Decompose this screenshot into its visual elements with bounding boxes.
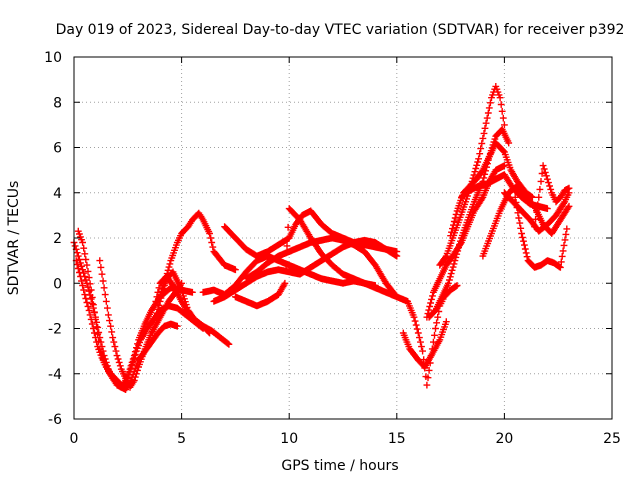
x-axis-label: GPS time / hours — [281, 458, 398, 474]
series-trace-12 — [242, 234, 411, 305]
data-point-markers — [531, 162, 573, 231]
x-tick-label: 25 — [603, 431, 621, 447]
series-trace-7 — [156, 209, 239, 298]
y-tick-label: 0 — [53, 276, 62, 292]
series-trace-6 — [152, 273, 213, 337]
series-trace-13 — [399, 318, 450, 371]
data-point-markers — [156, 209, 239, 298]
data-point-markers — [423, 162, 508, 321]
x-tick-label: 10 — [280, 431, 298, 447]
series-trace-22 — [511, 193, 571, 271]
y-tick-label: 2 — [53, 231, 62, 247]
data-layer — [70, 83, 573, 393]
tick-labels: 0 5 10 15 20 25 -6 -4 -2 0 2 4 6 8 10 — [44, 50, 621, 447]
data-point-markers — [242, 234, 411, 305]
series-trace-20 — [479, 182, 573, 260]
y-tick-label: 4 — [53, 186, 62, 202]
x-tick-label: 0 — [70, 431, 79, 447]
y-tick-label: -6 — [48, 412, 62, 428]
tick-marks — [73, 56, 613, 420]
chart-title: Day 019 of 2023, Sidereal Day-to-day VTE… — [56, 22, 625, 38]
data-point-markers — [210, 236, 401, 305]
data-point-markers — [479, 182, 573, 260]
data-point-markers — [152, 273, 213, 337]
y-tick-label: -4 — [48, 367, 62, 383]
series-trace-10 — [210, 236, 401, 305]
y-tick-label: -2 — [48, 322, 62, 338]
data-point-markers — [399, 318, 450, 371]
x-tick-label: 15 — [388, 431, 406, 447]
series-trace-23 — [531, 162, 573, 231]
data-point-markers — [511, 193, 571, 271]
x-tick-label: 20 — [495, 431, 513, 447]
series-trace-4 — [96, 257, 185, 391]
y-tick-label: 8 — [53, 95, 62, 111]
y-tick-label: 10 — [44, 50, 62, 66]
x-tick-label: 5 — [177, 431, 186, 447]
y-axis-label: SDTVAR / TECUs — [6, 181, 22, 296]
y-tick-label: 6 — [53, 141, 62, 157]
data-point-markers — [96, 257, 185, 391]
series-trace-15 — [423, 162, 508, 321]
